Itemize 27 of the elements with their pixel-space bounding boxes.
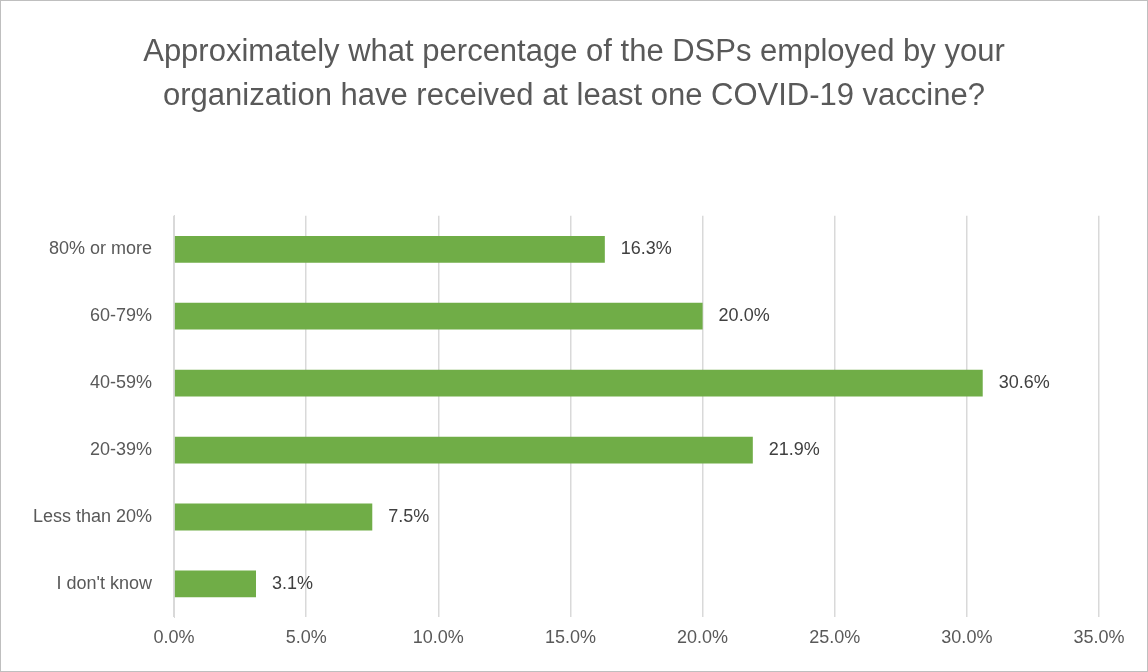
- bar: [174, 302, 703, 330]
- bar: [174, 503, 373, 531]
- bar: [174, 235, 605, 263]
- y-tick-label: 40-59%: [90, 372, 153, 393]
- data-label: 16.3%: [620, 238, 672, 259]
- data-label: 20.0%: [718, 305, 770, 326]
- x-tick-label: 5.0%: [285, 627, 327, 648]
- bar: [174, 369, 983, 397]
- bar: [174, 570, 256, 598]
- y-tick-label: Less than 20%: [32, 505, 153, 526]
- x-tick-label: 20.0%: [677, 627, 729, 648]
- data-label: 7.5%: [388, 505, 430, 526]
- bar: [174, 436, 753, 464]
- x-tick-label: 15.0%: [544, 627, 596, 648]
- x-tick-label: 25.0%: [809, 627, 861, 648]
- x-tick-label: 10.0%: [412, 627, 464, 648]
- y-tick-label: 20-39%: [90, 439, 153, 460]
- x-tick-label: 30.0%: [941, 627, 993, 648]
- x-tick-label: 0.0%: [153, 627, 195, 648]
- x-tick-label: 35.0%: [1073, 627, 1125, 648]
- y-tick-label: 60-79%: [90, 305, 153, 326]
- chart-title: Approximately what percentage of the DSPs employed by your organization have received at least one COVID-19 vaccine?: [142, 32, 1006, 114]
- y-tick-label: 80% or more: [49, 238, 153, 259]
- data-label: 30.6%: [998, 372, 1050, 393]
- data-label: 3.1%: [272, 572, 314, 593]
- y-tick-label: I don't know: [56, 572, 154, 593]
- data-label: 21.9%: [768, 439, 820, 460]
